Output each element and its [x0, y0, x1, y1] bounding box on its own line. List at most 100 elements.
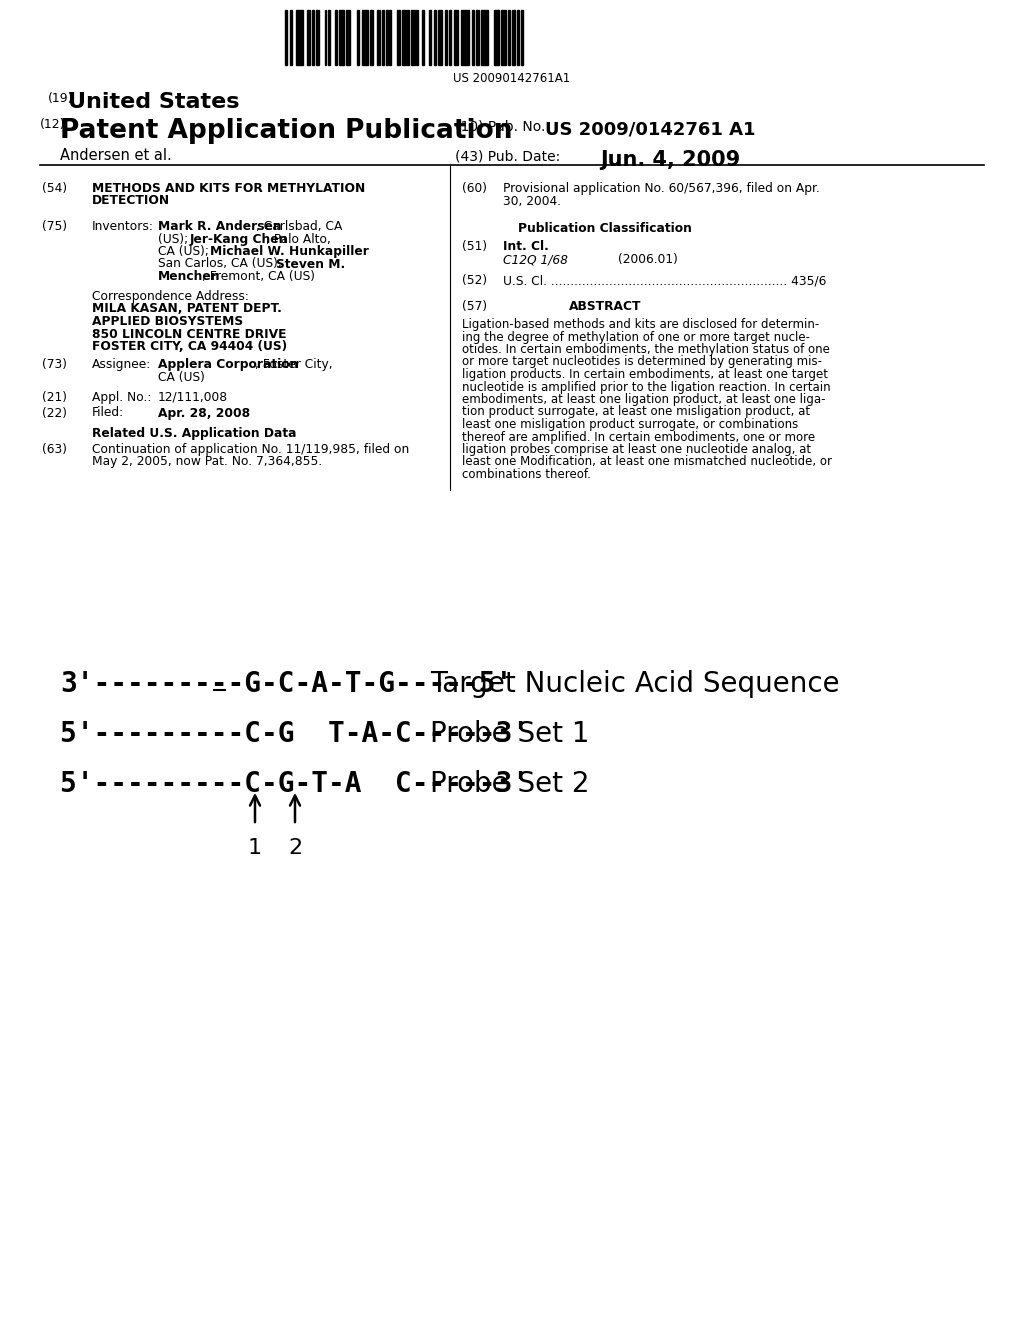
Bar — [285, 11, 287, 65]
Bar — [306, 11, 310, 65]
Text: 2: 2 — [288, 838, 302, 858]
Text: Continuation of application No. 11/119,985, filed on: Continuation of application No. 11/119,9… — [92, 442, 410, 455]
Text: Related U.S. Application Data: Related U.S. Application Data — [92, 426, 297, 440]
Text: (51): (51) — [462, 240, 487, 253]
Text: US 2009/0142761 A1: US 2009/0142761 A1 — [545, 120, 756, 139]
Text: Target Nucleic Acid Sequence: Target Nucleic Acid Sequence — [430, 671, 840, 698]
Text: Int. Cl.: Int. Cl. — [503, 240, 549, 253]
Bar — [411, 11, 415, 65]
Bar — [402, 11, 406, 65]
Bar — [382, 11, 384, 65]
Text: Probe Set 1: Probe Set 1 — [430, 719, 590, 748]
Bar — [455, 11, 458, 65]
Text: , Palo Alto,: , Palo Alto, — [266, 232, 331, 246]
Text: Andersen et al.: Andersen et al. — [60, 148, 172, 162]
Text: U.S. Cl. ............................................................. 435/6: U.S. Cl. ...............................… — [503, 275, 826, 286]
Text: (19): (19) — [48, 92, 74, 106]
Text: combinations thereof.: combinations thereof. — [462, 469, 591, 480]
Text: least one misligation product surrogate, or combinations: least one misligation product surrogate,… — [462, 418, 799, 432]
Bar — [512, 11, 515, 65]
Text: , Carlsbad, CA: , Carlsbad, CA — [256, 220, 342, 234]
Text: ligation probes comprise at least one nucleotide analog, at: ligation probes comprise at least one nu… — [462, 444, 811, 455]
Text: Inventors:: Inventors: — [92, 220, 154, 234]
Text: Applera Corporation: Applera Corporation — [158, 358, 298, 371]
Bar — [408, 11, 410, 65]
Text: (US);: (US); — [158, 232, 193, 246]
Bar — [481, 11, 488, 65]
Text: 5'---------C-G-T-A  C-----3': 5'---------C-G-T-A C-----3' — [60, 770, 529, 799]
Text: Ligation-based methods and kits are disclosed for determin-: Ligation-based methods and kits are disc… — [462, 318, 819, 331]
Bar — [449, 11, 451, 65]
Bar — [370, 11, 373, 65]
Text: (21): (21) — [42, 391, 67, 404]
Text: United States: United States — [68, 92, 240, 112]
Bar — [291, 11, 292, 65]
Bar — [346, 11, 350, 65]
Bar — [517, 11, 519, 65]
Text: ligation products. In certain embodiments, at least one target: ligation products. In certain embodiment… — [462, 368, 828, 381]
Bar — [476, 11, 479, 65]
Text: Steven M.: Steven M. — [276, 257, 345, 271]
Text: (22): (22) — [42, 407, 67, 420]
Text: (60): (60) — [462, 182, 487, 195]
Text: tion product surrogate, at least one misligation product, at: tion product surrogate, at least one mis… — [462, 405, 810, 418]
Text: CA (US): CA (US) — [158, 371, 205, 384]
Text: ,: , — [336, 246, 340, 257]
Text: embodiments, at least one ligation product, at least one liga-: embodiments, at least one ligation produ… — [462, 393, 825, 407]
Text: Jun. 4, 2009: Jun. 4, 2009 — [600, 150, 740, 170]
Bar — [315, 11, 319, 65]
Text: or more target nucleotides is determined by generating mis-: or more target nucleotides is determined… — [462, 355, 822, 368]
Text: Publication Classification: Publication Classification — [518, 222, 692, 235]
Text: Patent Application Publication: Patent Application Publication — [60, 117, 512, 144]
Text: least one Modification, at least one mismatched nucleotide, or: least one Modification, at least one mis… — [462, 455, 831, 469]
Text: (43) Pub. Date:: (43) Pub. Date: — [455, 150, 560, 164]
Text: thereof are amplified. In certain embodiments, one or more: thereof are amplified. In certain embodi… — [462, 430, 815, 444]
Text: Menchen: Menchen — [158, 271, 220, 282]
Text: Correspondence Address:: Correspondence Address: — [92, 290, 249, 304]
Bar — [417, 11, 418, 65]
Text: Appl. No.:: Appl. No.: — [92, 391, 152, 404]
Text: CA (US);: CA (US); — [158, 246, 213, 257]
Text: 1: 1 — [248, 838, 262, 858]
Text: Probe Set 2: Probe Set 2 — [430, 770, 590, 799]
Text: US 20090142761A1: US 20090142761A1 — [454, 73, 570, 84]
Text: otides. In certain embodiments, the methylation status of one: otides. In certain embodiments, the meth… — [462, 343, 829, 356]
Bar — [521, 11, 522, 65]
Bar — [501, 11, 507, 65]
Bar — [377, 11, 380, 65]
Bar — [339, 11, 344, 65]
Bar — [429, 11, 431, 65]
Bar — [396, 11, 400, 65]
Bar — [329, 11, 330, 65]
Bar — [472, 11, 474, 65]
Text: (2006.01): (2006.01) — [618, 253, 678, 267]
Text: 12/111,008: 12/111,008 — [158, 391, 228, 404]
Text: 3'---------G-C-A-T-G-----5': 3'---------G-C-A-T-G-----5' — [60, 671, 512, 698]
Text: , Foster City,: , Foster City, — [255, 358, 333, 371]
Text: DETECTION: DETECTION — [92, 194, 170, 207]
Text: Jer-Kang Chen: Jer-Kang Chen — [190, 232, 289, 246]
Bar — [494, 11, 500, 65]
Text: MILA KASAN, PATENT DEPT.: MILA KASAN, PATENT DEPT. — [92, 302, 282, 315]
Bar — [386, 11, 388, 65]
Text: (10) Pub. No.:: (10) Pub. No.: — [455, 120, 550, 135]
Text: 5'---------C-G  T-A-C-----3': 5'---------C-G T-A-C-----3' — [60, 719, 529, 748]
Text: (54): (54) — [42, 182, 68, 195]
Text: METHODS AND KITS FOR METHYLATION: METHODS AND KITS FOR METHYLATION — [92, 182, 366, 195]
Text: ing the degree of methylation of one or more target nucle-: ing the degree of methylation of one or … — [462, 330, 810, 343]
Bar — [296, 11, 303, 65]
Text: Assignee:: Assignee: — [92, 358, 152, 371]
Bar — [325, 11, 327, 65]
Text: , Fremont, CA (US): , Fremont, CA (US) — [202, 271, 315, 282]
Text: (12): (12) — [40, 117, 66, 131]
Bar — [362, 11, 368, 65]
Text: (63): (63) — [42, 442, 67, 455]
Bar — [438, 11, 441, 65]
Text: Mark R. Andersen: Mark R. Andersen — [158, 220, 282, 234]
Text: (73): (73) — [42, 358, 67, 371]
Bar — [445, 11, 447, 65]
Text: May 2, 2005, now Pat. No. 7,364,855.: May 2, 2005, now Pat. No. 7,364,855. — [92, 455, 323, 469]
Text: Provisional application No. 60/567,396, filed on Apr.: Provisional application No. 60/567,396, … — [503, 182, 820, 195]
Text: 850 LINCOLN CENTRE DRIVE: 850 LINCOLN CENTRE DRIVE — [92, 327, 287, 341]
Text: (75): (75) — [42, 220, 68, 234]
